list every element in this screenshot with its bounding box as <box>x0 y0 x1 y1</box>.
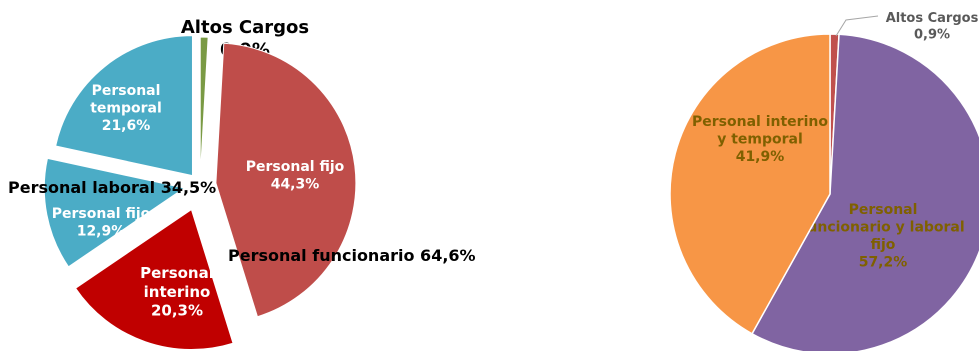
group-label-funcionario: Personal funcionario 64,6% <box>228 246 476 265</box>
group-label-laboral: Personal laboral 34,5% <box>8 178 216 197</box>
slice-label-int-temp: Personal interino y temporal 41,9% <box>692 114 828 165</box>
pie-slice-temporal <box>55 35 193 177</box>
slice-label-temporal-line: temporal <box>90 101 162 117</box>
leader-line-altos <box>835 15 879 37</box>
slice-label-func-lab-fijo-line: Personal <box>849 202 918 218</box>
slice-label-temporal-line: Personal <box>92 83 161 99</box>
slice-label-func-lab-fijo-line: 57,2% <box>859 255 908 271</box>
slice-label-temporal-line: 21,6% <box>102 118 151 134</box>
slice-label-int-temp-line: 41,9% <box>736 149 785 165</box>
slice-label-temporal: Personal temporal 21,6% <box>90 83 162 134</box>
slice-group-lab-fijo <box>43 157 186 268</box>
slice-label-interino-line: 20,3% <box>151 302 203 320</box>
slice-label-altos-line: Altos Cargos <box>181 17 309 38</box>
slice-label-altos-line: 0,9% <box>914 27 950 42</box>
slice-label-func-fijo-line: Personal fijo <box>246 159 345 175</box>
slice-group-func-fijo <box>215 42 357 318</box>
slice-label-func-lab-fijo-line: funcionario y laboral <box>801 220 964 236</box>
slice-label-lab-fijo-line: 12,9% <box>77 224 126 240</box>
slice-label-interino-line: Personal <box>140 264 214 282</box>
slice-group-altos <box>199 36 209 178</box>
slice-label-interino: Personal interino 20,3% <box>140 264 214 320</box>
slice-label-interino-line: interino <box>144 283 211 301</box>
pie-chart-staff-summary: Altos Cargos 0,9% Personal funcionario y la… <box>669 11 979 351</box>
slice-label-int-temp-line: y temporal <box>717 132 803 148</box>
slice-label-func-fijo-line: 44,3% <box>271 177 320 193</box>
pie-slice-int-temp <box>669 33 831 335</box>
pie-slice-interino <box>74 208 234 350</box>
slice-label-func-lab-fijo: Personal funcionario y laboral fijo 57,2% <box>801 202 964 271</box>
slice-group-temporal <box>55 35 193 177</box>
slice-group-interino <box>74 208 234 350</box>
pie-slice-func-lab-fijo <box>751 33 979 351</box>
pie-slice-lab-fijo <box>43 157 186 268</box>
pie-slice-func-fijo <box>215 42 357 318</box>
slice-label-lab-fijo: Personal fijo 12,9% <box>52 206 151 240</box>
pie-slice-altos <box>199 36 209 178</box>
slice-label-func-fijo: Personal fijo 44,3% <box>246 159 345 193</box>
slice-label-altos-line: Altos Cargos <box>886 11 979 26</box>
slice-label-lab-fijo-line: Personal fijo <box>52 206 151 222</box>
slice-label-func-lab-fijo-line: fijo <box>871 237 896 253</box>
slice-label-int-temp-line: Personal interino <box>692 114 828 130</box>
